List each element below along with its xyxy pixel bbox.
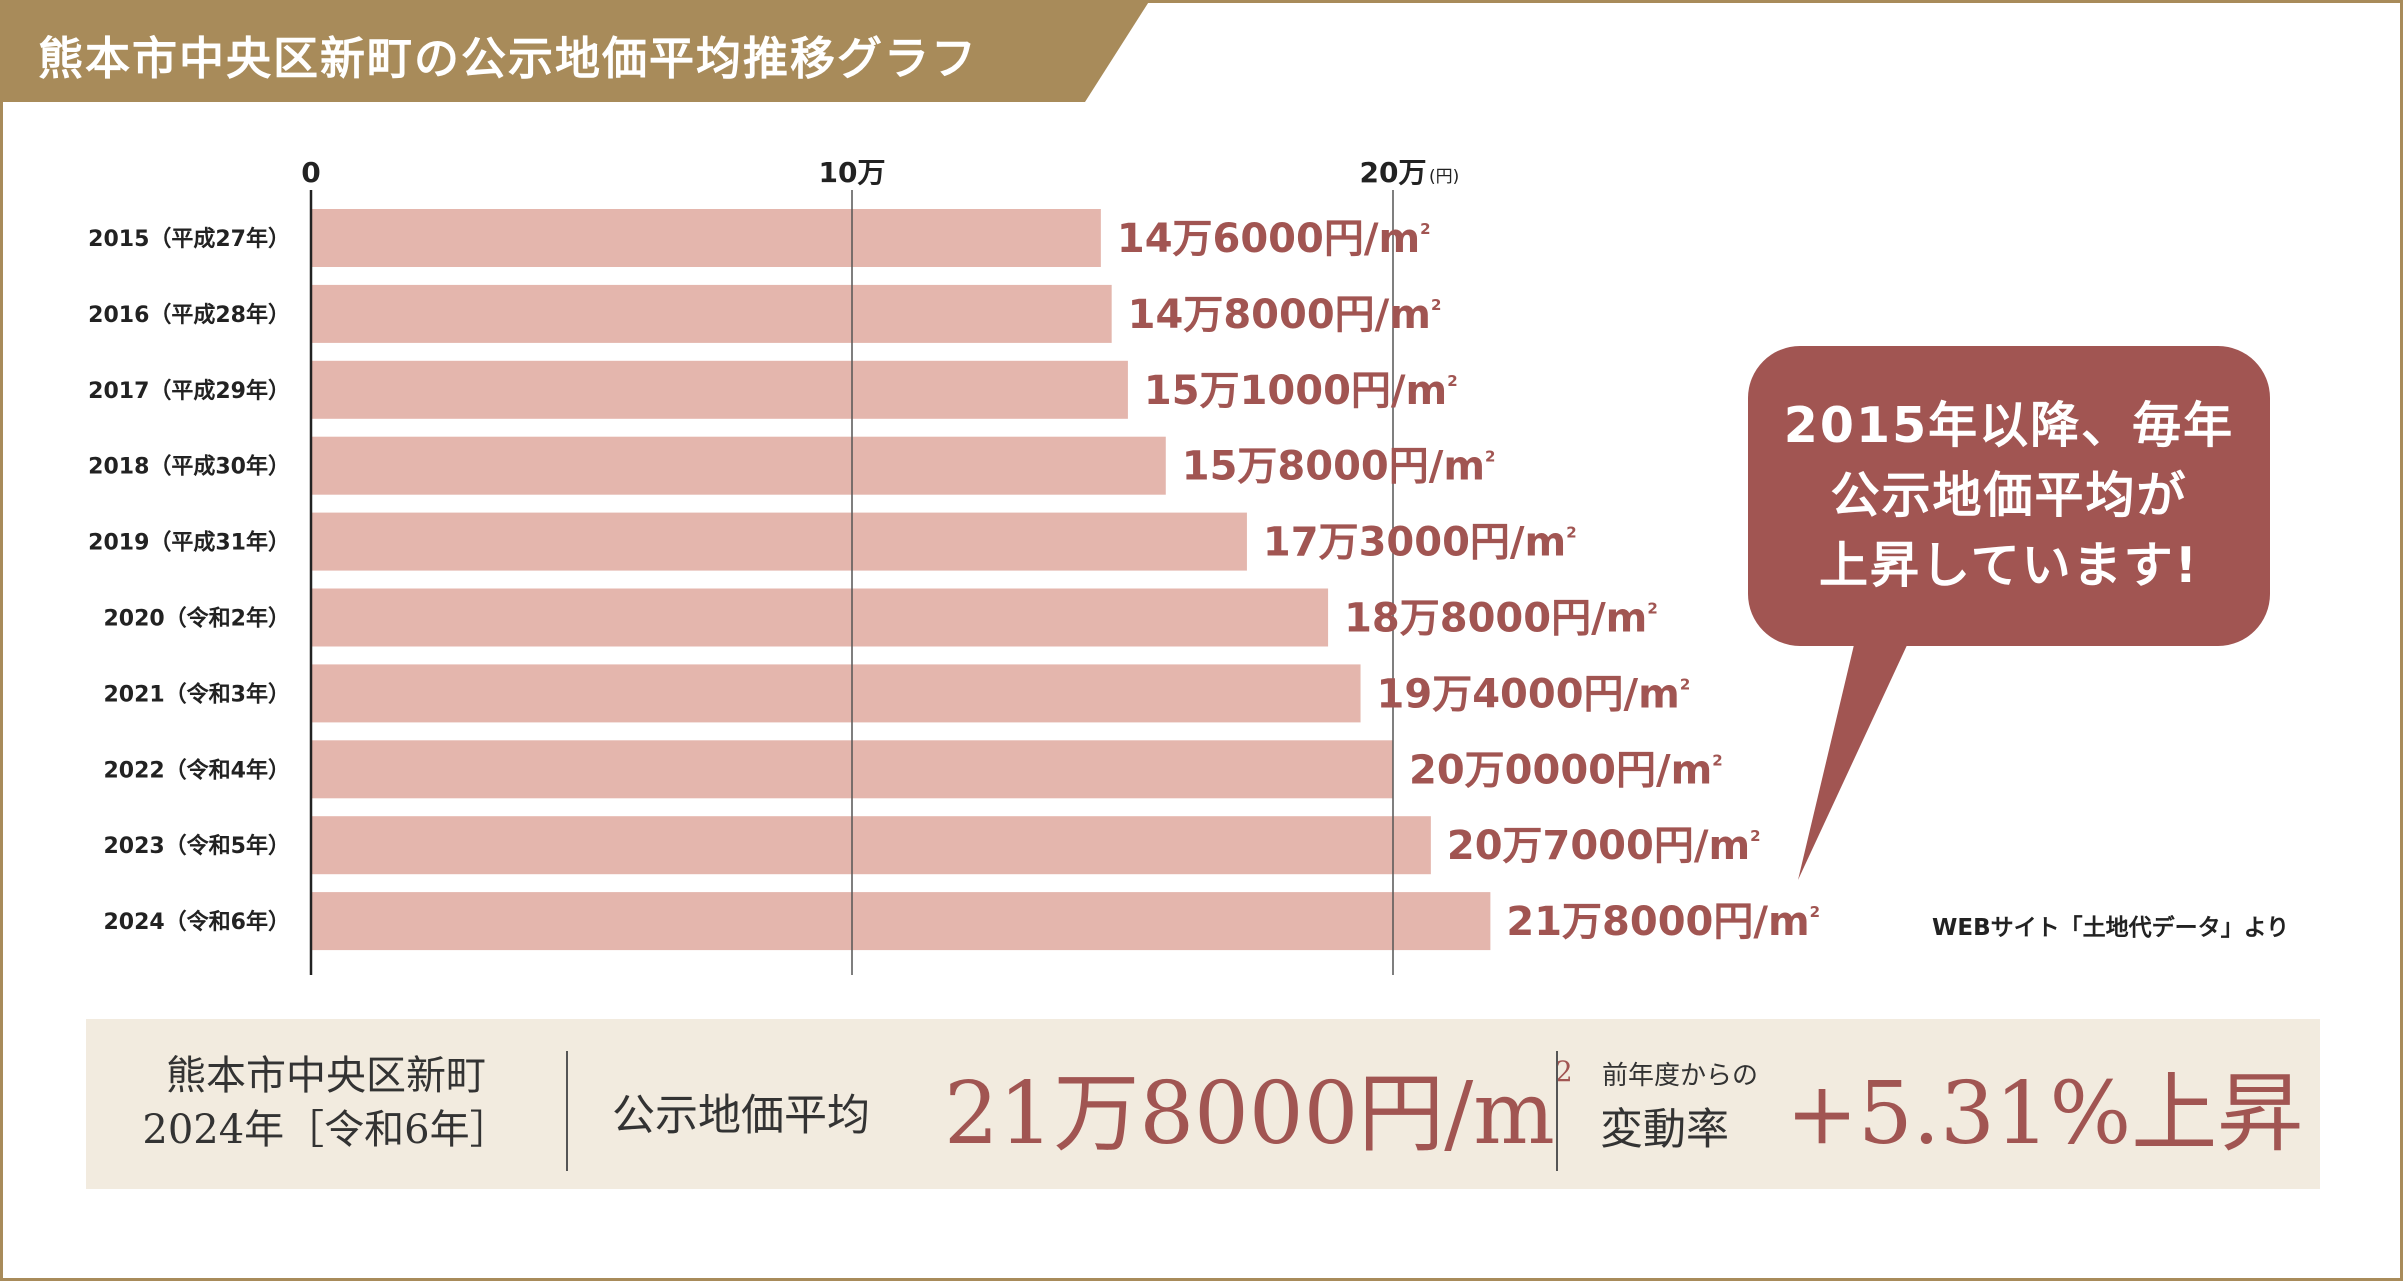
summary-panel: 熊本市中央区新町 2024年［令和6年］ 公示地価平均 21万8000円/m2 … [86, 1019, 2320, 1189]
value-label-text: 14万6000円/m [1117, 216, 1420, 262]
value-label-sup: 2 [1447, 372, 1457, 390]
value-label-sup: 2 [1680, 675, 1690, 693]
category-label: 2023（令和5年） [103, 833, 290, 859]
category-label: 2017（平成29年） [88, 378, 290, 404]
value-label-text: 18万8000円/m [1344, 596, 1647, 642]
value-label: 18万8000円/m2 [1344, 596, 1658, 642]
value-label: 21万8000円/m2 [1506, 899, 1820, 945]
source-note: WEBサイト「土地代データ」より [1932, 915, 2290, 941]
callout-line: 2015年以降、毎年 [1783, 397, 2235, 454]
category-label: 2022（令和4年） [103, 757, 290, 783]
bar [311, 892, 1491, 951]
value-label: 17万3000円/m2 [1263, 520, 1577, 566]
value-label-text: 14万8000円/m [1128, 292, 1431, 338]
value-label-sup: 2 [1420, 220, 1430, 238]
bar [311, 209, 1101, 267]
category-label: 2024（令和6年） [103, 909, 290, 935]
value-label-text: 15万1000円/m [1144, 368, 1447, 414]
category-label: 2021（令和3年） [103, 681, 290, 707]
summary-area: 熊本市中央区新町 2024年［令和6年］ [86, 1049, 566, 1157]
summary-year: 2024年［令和6年］ [142, 1107, 510, 1153]
category-label: 2015（平成27年） [88, 226, 290, 252]
bar [311, 664, 1361, 723]
value-label: 19万4000円/m2 [1377, 671, 1691, 717]
bar [311, 284, 1112, 343]
x-tick-label: 20万 [1360, 156, 1427, 189]
summary-avg-value: 21万8000円/m2 [944, 1055, 1573, 1164]
value-label-text: 20万0000円/m [1409, 747, 1712, 793]
value-label-text: 17万3000円/m [1263, 520, 1566, 566]
bar [311, 588, 1329, 647]
callout-line: 上昇しています! [1819, 537, 2199, 594]
x-tick-label: 10万 [819, 156, 886, 189]
bar [311, 816, 1431, 875]
category-label: 2018（平成30年） [88, 454, 290, 480]
value-label-sup: 2 [1712, 751, 1722, 769]
value-label-sup: 2 [1566, 524, 1576, 542]
value-label-text: 15万8000円/m [1182, 444, 1485, 490]
value-label-text: 21万8000円/m [1506, 899, 1809, 945]
value-label: 15万1000円/m2 [1144, 368, 1458, 414]
summary-divider [1556, 1051, 1558, 1171]
callout-line: 公示地価平均が [1830, 467, 2188, 524]
value-label-sup: 2 [1431, 296, 1441, 314]
bar [311, 512, 1247, 571]
category-label: 2016（平成28年） [88, 302, 290, 328]
value-label-sup: 2 [1810, 903, 1820, 921]
title-band [0, 0, 1150, 102]
value-label: 14万8000円/m2 [1128, 292, 1442, 338]
value-label-sup: 2 [1485, 448, 1495, 466]
value-label-sup: 2 [1647, 600, 1657, 618]
value-label-text: 19万4000円/m [1377, 671, 1680, 717]
value-label: 14万6000円/m2 [1117, 216, 1431, 262]
chart-title: 熊本市中央区新町の公示地価平均推移グラフ [38, 32, 979, 85]
summary-avg-label: 公示地価平均 [612, 1091, 870, 1141]
category-label: 2020（令和2年） [103, 606, 290, 632]
value-label: 15万8000円/m2 [1182, 444, 1496, 490]
summary-change-caption: 前年度からの [1602, 1061, 1759, 1091]
bar [311, 436, 1166, 495]
value-label-text: 20万7000円/m [1447, 823, 1750, 869]
value-label-sup: 2 [1750, 827, 1760, 845]
summary-divider [566, 1051, 568, 1171]
value-label: 20万0000円/m2 [1409, 747, 1723, 793]
summary-area-name: 熊本市中央区新町 [166, 1053, 486, 1099]
summary-change-label: 変動率 [1600, 1105, 1729, 1155]
value-label: 20万7000円/m2 [1447, 823, 1761, 869]
summary-avg-sup: 2 [1554, 1055, 1573, 1088]
x-tick-label: 0 [301, 156, 320, 189]
x-unit-label: (円) [1429, 167, 1459, 187]
bar [311, 360, 1128, 419]
category-label: 2019（平成31年） [88, 530, 290, 556]
callout-bubble: 2015年以降、毎年 公示地価平均が 上昇しています! [1748, 346, 2270, 646]
summary-change-value: +5.31%上昇 [1786, 1064, 2304, 1164]
